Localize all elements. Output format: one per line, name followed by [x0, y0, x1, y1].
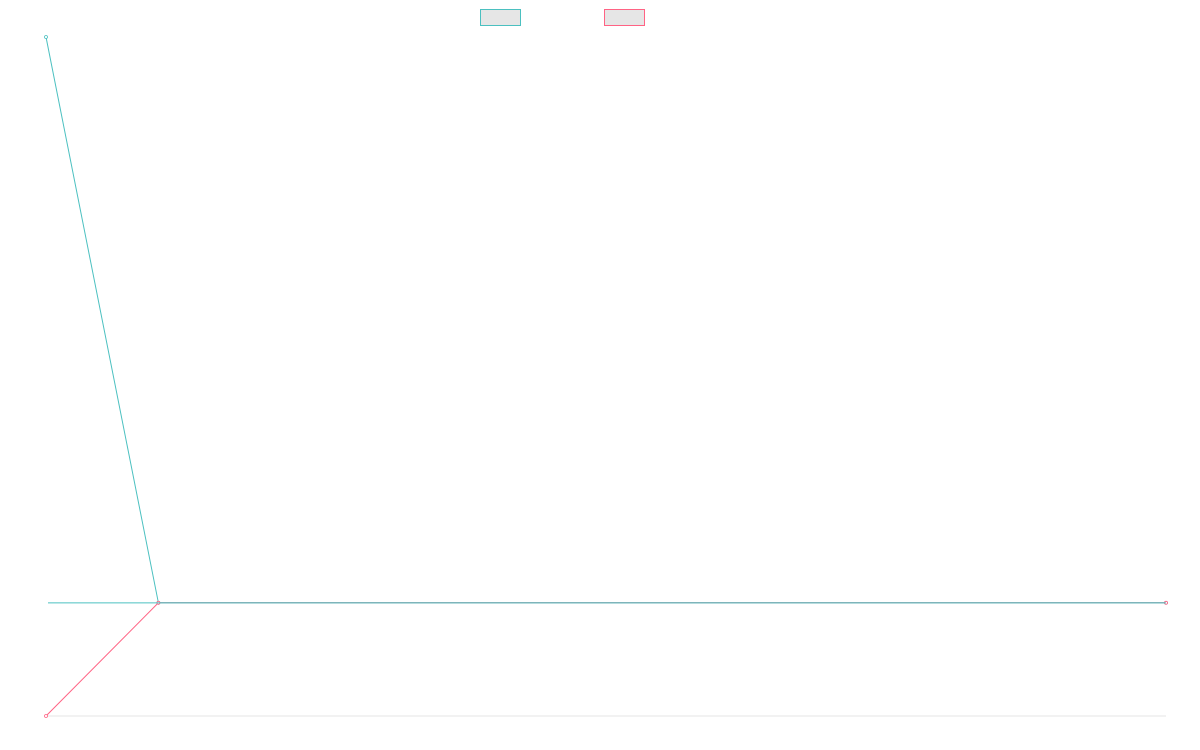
- data-point-1-1[interactable]: [44, 35, 48, 39]
- legend-swatch-2[interactable]: [604, 9, 645, 26]
- data-point-2-1[interactable]: [44, 714, 48, 718]
- series-line-2: [45, 602, 1166, 717]
- series-line-1: [45, 36, 1166, 604]
- legend-swatch-1[interactable]: [480, 9, 521, 26]
- chart-legend: [480, 9, 645, 26]
- chart-series: [44, 35, 1168, 718]
